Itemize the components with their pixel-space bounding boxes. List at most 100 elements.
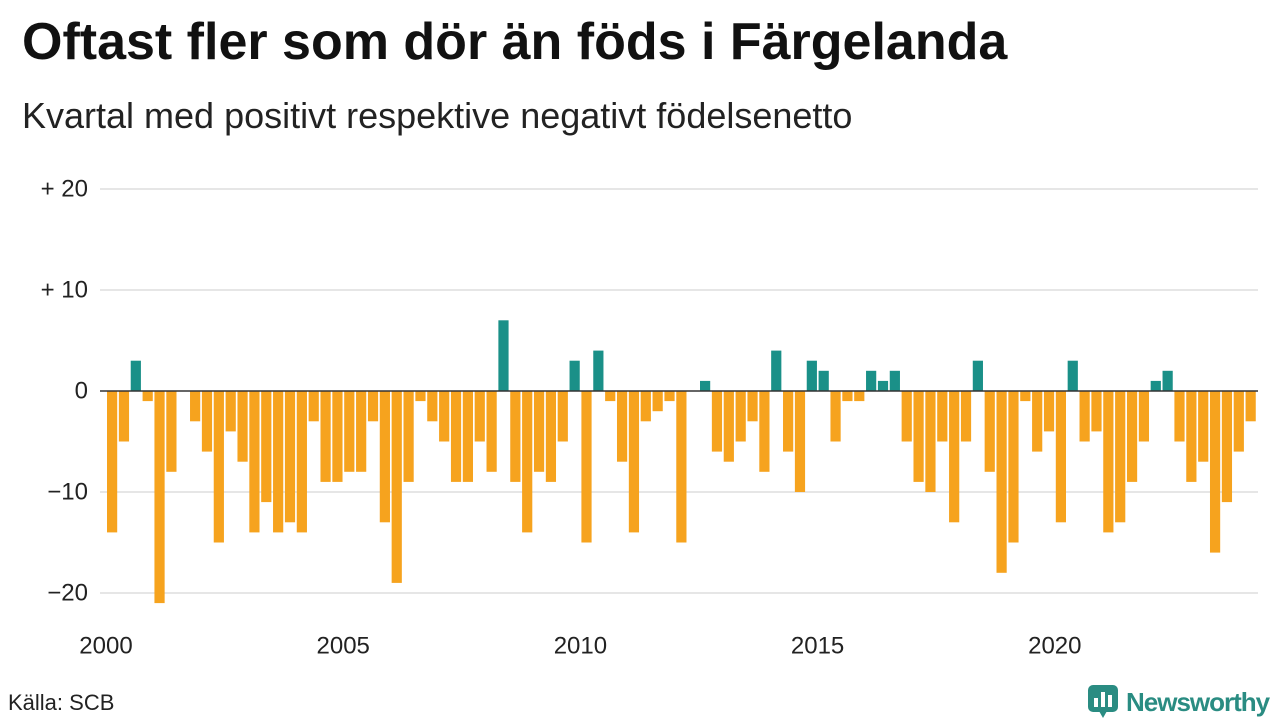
- x-axis-labels: 2000 2005 2010 2015 2020: [79, 633, 1081, 660]
- bar-2021-q2: [1115, 391, 1126, 523]
- y-tick-label: + 10: [41, 277, 88, 304]
- bar-2003-q1: [249, 391, 260, 533]
- bar-2020-q3: [1079, 391, 1090, 442]
- bar-2016-q1: [866, 370, 877, 391]
- bar-2007-q2: [450, 391, 462, 482]
- y-axis-labels: + 20 + 10 0 −10 −20: [41, 176, 88, 607]
- bar-2011-q2: [640, 391, 651, 422]
- bar-2012-q3: [700, 380, 711, 391]
- bar-2023-q4: [1233, 391, 1244, 452]
- x-tick-label: 2000: [79, 633, 132, 660]
- bar-2003-q4: [284, 391, 296, 523]
- bar-2018-q4: [996, 391, 1007, 573]
- logo-icon-bar: [1094, 698, 1098, 707]
- y-tick-label: −20: [47, 580, 88, 607]
- bar-2016-q2: [877, 380, 889, 391]
- x-tick-label: 2010: [554, 633, 607, 660]
- bar-2012-q1: [676, 391, 687, 543]
- bar-2010-q3: [605, 391, 616, 402]
- bar-2000-q2: [118, 391, 130, 442]
- bar-2007-q3: [462, 391, 473, 482]
- x-tick-label: 2005: [317, 633, 370, 660]
- bar-2010-q4: [616, 391, 628, 462]
- bar-2011-q1: [628, 391, 640, 533]
- bar-2008-q4: [522, 391, 533, 533]
- source-note: Källa: SCB: [8, 690, 115, 715]
- bar-2002-q4: [237, 391, 248, 462]
- bar-2021-q3: [1126, 391, 1138, 482]
- y-tick-label: −10: [47, 479, 88, 506]
- chart-subtitle: Kvartal med positivt respektive negativt…: [22, 95, 853, 136]
- bar-2015-q2: [830, 391, 841, 442]
- bar-2008-q1: [486, 391, 497, 472]
- bar-2003-q2: [261, 391, 272, 503]
- bar-2023-q2: [1209, 391, 1221, 553]
- bar-2021-q1: [1103, 391, 1114, 533]
- bar-2003-q3: [273, 391, 284, 533]
- bar-2000-q4: [142, 391, 153, 402]
- bar-2022-q1: [1150, 380, 1161, 391]
- bar-2013-q2: [735, 391, 746, 442]
- x-tick-label: 2015: [791, 633, 844, 660]
- bar-2008-q2: [498, 320, 509, 391]
- bar-2022-q2: [1162, 370, 1173, 391]
- bar-2014-q4: [806, 360, 817, 391]
- bar-2023-q1: [1198, 391, 1209, 462]
- bar-2015-q3: [842, 391, 853, 402]
- chart-title: Oftast fler som dör än föds i Färgelanda: [22, 13, 1008, 71]
- bar-2014-q1: [771, 350, 782, 391]
- bar-2017-q2: [925, 391, 936, 492]
- bar-2006-q4: [427, 391, 438, 422]
- bar-2024-q1: [1245, 391, 1256, 422]
- bar-2002-q3: [225, 391, 236, 432]
- bar-2014-q3: [794, 391, 806, 492]
- bar-2013-q1: [723, 391, 734, 462]
- bar-2005-q3: [367, 391, 379, 422]
- bar-2017-q3: [937, 391, 948, 442]
- bar-2018-q1: [960, 391, 972, 442]
- newsworthy-logo-icon: [1088, 685, 1118, 718]
- bar-2010-q1: [581, 391, 592, 543]
- bar-2019-q1: [1008, 391, 1019, 543]
- bar-2009-q3: [557, 391, 568, 442]
- bar-2017-q4: [949, 391, 960, 523]
- bar-2013-q4: [759, 391, 770, 472]
- bar-2015-q4: [854, 391, 865, 402]
- bar-2016-q4: [901, 391, 912, 442]
- bar-2004-q1: [296, 391, 307, 533]
- bar-2021-q4: [1138, 391, 1150, 442]
- bar-2007-q4: [474, 391, 485, 442]
- bar-2022-q4: [1186, 391, 1197, 482]
- bar-2010-q2: [593, 350, 604, 391]
- bar-2005-q2: [356, 391, 367, 472]
- bar-2009-q1: [533, 391, 545, 472]
- bar-2006-q1: [391, 391, 402, 583]
- bars: [107, 320, 1256, 604]
- bar-2005-q4: [379, 391, 390, 523]
- bar-2007-q1: [439, 391, 450, 442]
- bar-2022-q3: [1174, 391, 1185, 442]
- bar-2001-q2: [166, 391, 177, 472]
- bar-2018-q3: [984, 391, 995, 472]
- bar-2014-q2: [783, 391, 794, 452]
- bar-2004-q3: [320, 391, 331, 482]
- brand-name: Newsworthy: [1126, 687, 1270, 717]
- bar-2009-q4: [569, 360, 580, 391]
- bar-2012-q4: [711, 391, 723, 452]
- y-tick-label: 0: [75, 378, 88, 405]
- bar-2016-q3: [889, 370, 900, 391]
- logo-icon-bar: [1101, 692, 1105, 707]
- bar-2002-q2: [213, 391, 224, 543]
- bar-2011-q4: [664, 391, 675, 402]
- bar-2019-q3: [1032, 391, 1043, 452]
- bar-2002-q1: [201, 391, 213, 452]
- logo-icon-tail: [1099, 711, 1107, 718]
- bar-2020-q2: [1067, 360, 1078, 391]
- bar-2020-q4: [1091, 391, 1102, 432]
- bar-2011-q3: [652, 391, 663, 412]
- bar-2005-q1: [344, 391, 355, 472]
- x-tick-label: 2020: [1028, 633, 1081, 660]
- bar-2001-q4: [190, 391, 201, 422]
- bar-2009-q2: [545, 391, 557, 482]
- newsworthy-logo: Newsworthy: [1088, 684, 1270, 720]
